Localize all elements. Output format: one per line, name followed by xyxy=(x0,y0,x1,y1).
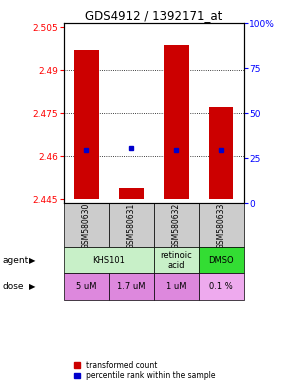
Bar xyxy=(74,50,99,199)
Text: dose: dose xyxy=(3,282,24,291)
Bar xyxy=(109,273,154,300)
Text: 1 uM: 1 uM xyxy=(166,282,186,291)
Bar xyxy=(199,273,244,300)
Text: 5 uM: 5 uM xyxy=(76,282,97,291)
Title: GDS4912 / 1392171_at: GDS4912 / 1392171_at xyxy=(85,9,222,22)
Text: GSM580630: GSM580630 xyxy=(82,202,91,248)
Text: DMSO: DMSO xyxy=(208,256,234,265)
Bar xyxy=(64,247,154,273)
Bar xyxy=(154,273,199,300)
Text: KHS101: KHS101 xyxy=(92,256,125,265)
Bar xyxy=(209,108,233,199)
Text: 1.7 uM: 1.7 uM xyxy=(117,282,146,291)
Text: ▶: ▶ xyxy=(29,282,35,291)
Text: retinoic
acid: retinoic acid xyxy=(160,251,192,270)
Bar xyxy=(119,188,144,199)
Text: 0.1 %: 0.1 % xyxy=(209,282,233,291)
Bar xyxy=(164,45,189,199)
Bar xyxy=(64,204,109,247)
Text: agent: agent xyxy=(3,256,29,265)
Bar xyxy=(199,247,244,273)
Bar xyxy=(64,273,109,300)
Bar xyxy=(154,247,199,273)
Bar xyxy=(154,204,199,247)
Bar xyxy=(109,204,154,247)
Text: GSM580631: GSM580631 xyxy=(127,202,136,248)
Text: GSM580633: GSM580633 xyxy=(217,202,226,248)
Bar xyxy=(199,204,244,247)
Text: ▶: ▶ xyxy=(29,256,35,265)
Text: GSM580632: GSM580632 xyxy=(172,202,181,248)
Legend: transformed count, percentile rank within the sample: transformed count, percentile rank withi… xyxy=(74,361,216,380)
